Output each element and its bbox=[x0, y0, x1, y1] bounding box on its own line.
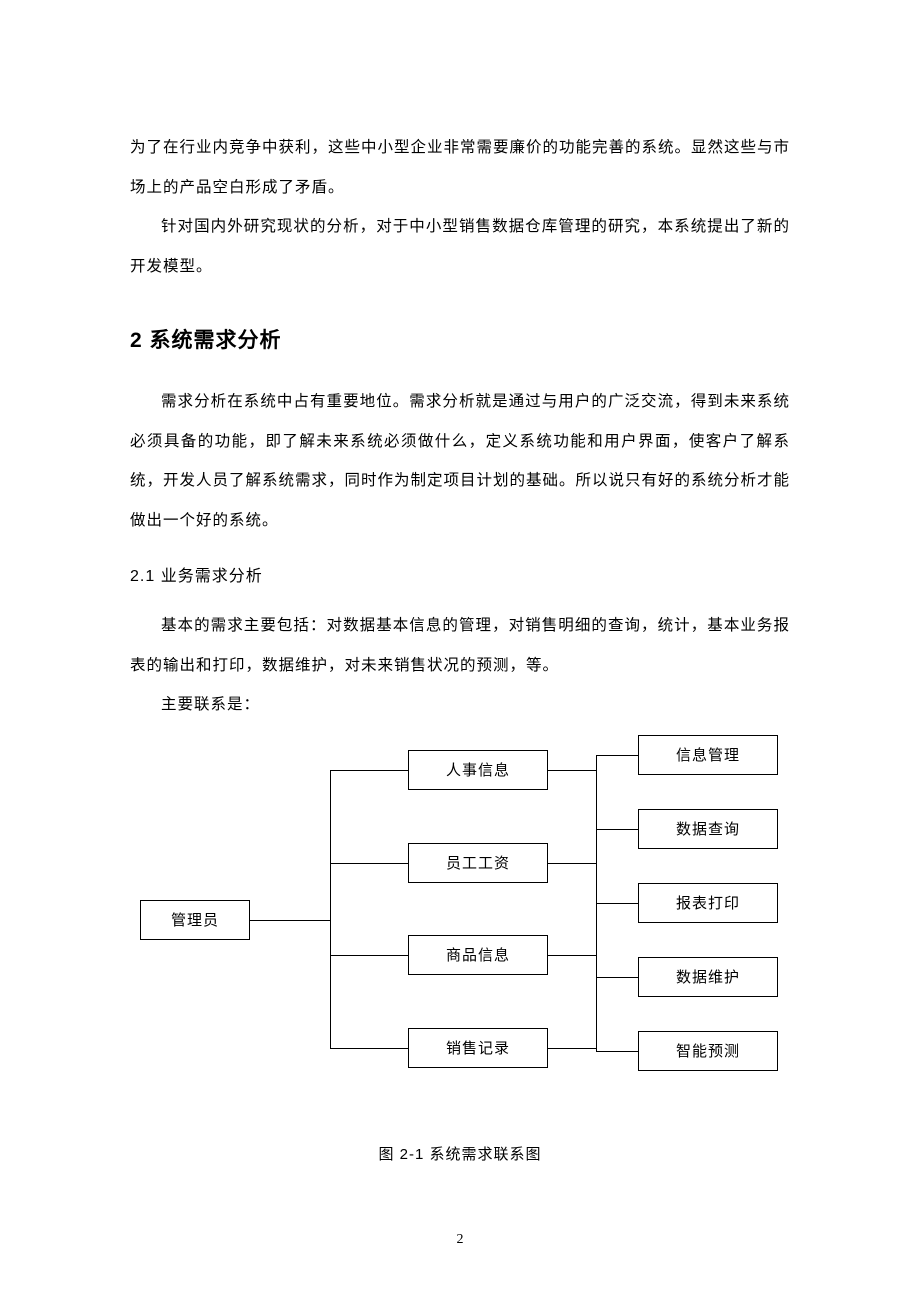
heading-2-1: 2.1 业务需求分析 bbox=[130, 562, 790, 586]
edge bbox=[250, 920, 330, 921]
node-r1: 信息管理 bbox=[638, 735, 778, 775]
edge bbox=[548, 955, 596, 956]
node-r3: 报表打印 bbox=[638, 883, 778, 923]
page-number: 2 bbox=[0, 1232, 920, 1248]
node-m4: 销售记录 bbox=[408, 1028, 548, 1068]
edge bbox=[548, 863, 596, 864]
heading-2: 2 系统需求分析 bbox=[130, 324, 790, 354]
paragraph-2: 针对国内外研究现状的分析，对于中小型销售数据仓库管理的研究，本系统提出了新的开发… bbox=[130, 207, 790, 286]
edge bbox=[330, 770, 331, 1048]
edge bbox=[548, 770, 596, 771]
edge bbox=[596, 755, 638, 756]
edge bbox=[548, 1048, 596, 1049]
requirements-diagram: 管理员 人事信息员工工资商品信息销售记录 信息管理数据查询报表打印数据维护智能预测 bbox=[130, 735, 790, 1115]
paragraph-3: 需求分析在系统中占有重要地位。需求分析就是通过与用户的广泛交流，得到未来系统必须… bbox=[130, 382, 790, 540]
node-m2: 员工工资 bbox=[408, 843, 548, 883]
edge bbox=[596, 1051, 638, 1052]
paragraph-4: 基本的需求主要包括：对数据基本信息的管理，对销售明细的查询，统计，基本业务报表的… bbox=[130, 606, 790, 685]
edge bbox=[596, 903, 638, 904]
node-m3: 商品信息 bbox=[408, 935, 548, 975]
edge bbox=[330, 1048, 408, 1049]
figure-caption: 图 2-1 系统需求联系图 bbox=[130, 1143, 790, 1164]
paragraph-1: 为了在行业内竞争中获利，这些中小型企业非常需要廉价的功能完善的系统。显然这些与市… bbox=[130, 128, 790, 207]
node-r5: 智能预测 bbox=[638, 1031, 778, 1071]
node-r2: 数据查询 bbox=[638, 809, 778, 849]
node-r4: 数据维护 bbox=[638, 957, 778, 997]
paragraph-5: 主要联系是： bbox=[130, 685, 790, 725]
node-m1: 人事信息 bbox=[408, 750, 548, 790]
edge bbox=[330, 863, 408, 864]
node-root: 管理员 bbox=[140, 900, 250, 940]
edge bbox=[596, 977, 638, 978]
edge bbox=[330, 955, 408, 956]
edge bbox=[596, 829, 638, 830]
edge bbox=[330, 770, 408, 771]
